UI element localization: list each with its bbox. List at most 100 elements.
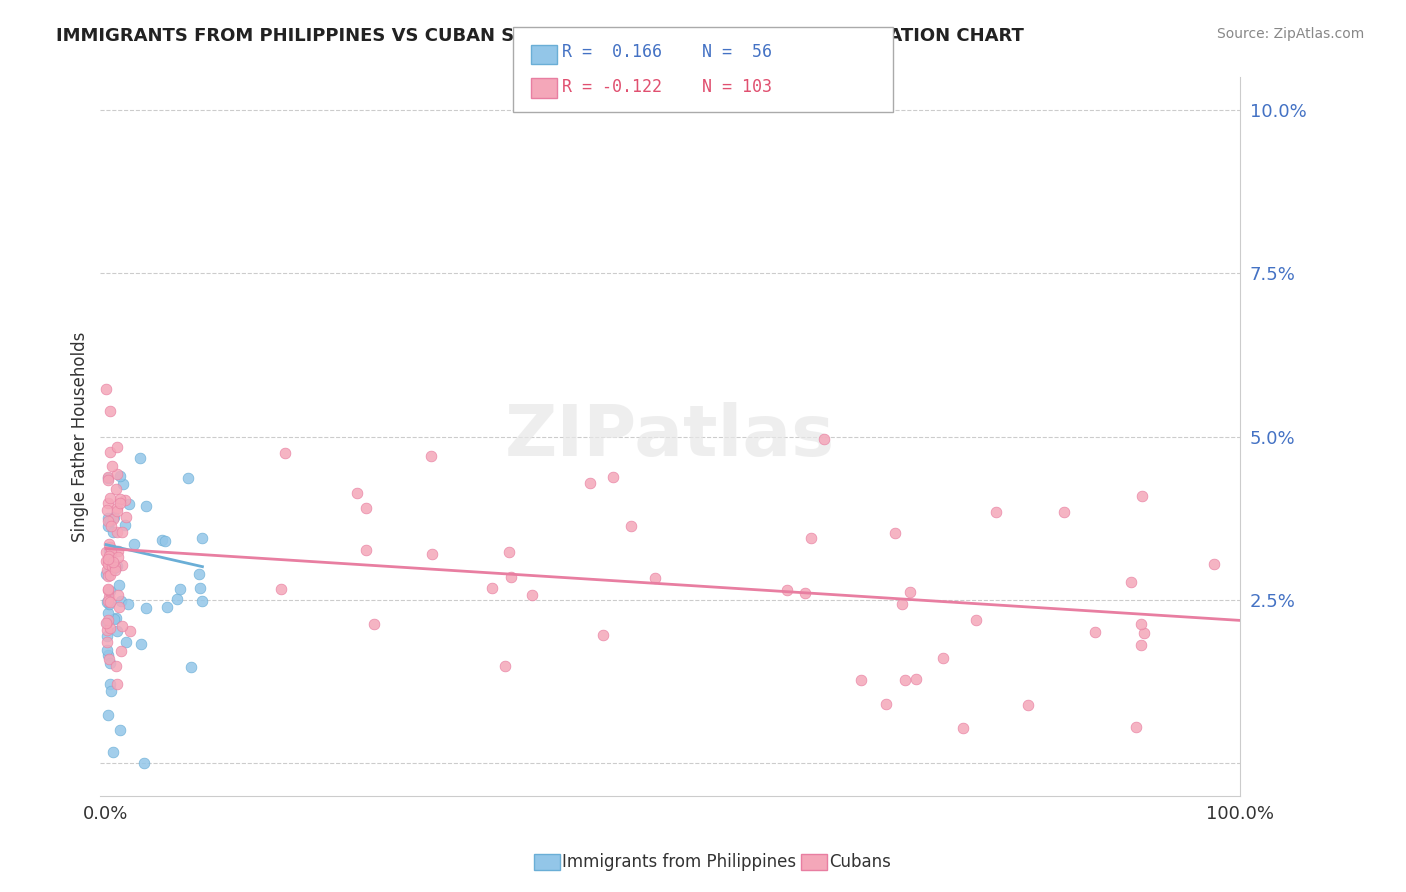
Text: Source: ZipAtlas.com: Source: ZipAtlas.com xyxy=(1216,27,1364,41)
Point xyxy=(100,683,122,698)
Point xyxy=(111,558,134,572)
Point xyxy=(134,756,156,771)
Point xyxy=(101,555,124,569)
Point xyxy=(96,623,118,637)
Point xyxy=(1130,638,1153,652)
Point xyxy=(274,446,297,460)
Point xyxy=(97,590,120,604)
Point xyxy=(129,637,152,651)
Point xyxy=(97,607,120,621)
Point xyxy=(97,582,120,597)
Point xyxy=(602,469,624,483)
Point xyxy=(191,531,214,545)
Point xyxy=(101,512,124,526)
Point xyxy=(97,594,120,608)
Point xyxy=(100,404,122,418)
Point xyxy=(1130,617,1153,632)
Point xyxy=(98,514,121,528)
Point xyxy=(115,634,138,648)
Point xyxy=(150,533,173,548)
Point xyxy=(96,545,118,559)
Point xyxy=(1084,625,1107,640)
Point xyxy=(97,514,120,528)
Point xyxy=(100,519,122,533)
Point xyxy=(932,650,955,665)
Point xyxy=(97,470,120,484)
Point xyxy=(105,503,128,517)
Point xyxy=(187,566,209,581)
Point xyxy=(105,558,128,573)
Y-axis label: Single Father Households: Single Father Households xyxy=(72,332,89,541)
Point xyxy=(98,445,121,459)
Point xyxy=(153,534,176,549)
Point xyxy=(97,613,120,627)
Point xyxy=(96,554,118,568)
Point xyxy=(884,526,907,541)
Point xyxy=(108,723,131,738)
Point xyxy=(105,560,128,574)
Point xyxy=(105,467,128,481)
Point xyxy=(1125,720,1147,734)
Point xyxy=(898,584,921,599)
Point xyxy=(104,482,127,496)
Point xyxy=(96,629,118,643)
Point xyxy=(97,471,120,485)
Point xyxy=(117,598,139,612)
Text: IMMIGRANTS FROM PHILIPPINES VS CUBAN SINGLE FATHER HOUSEHOLDS CORRELATION CHART: IMMIGRANTS FROM PHILIPPINES VS CUBAN SIN… xyxy=(56,27,1024,45)
Point xyxy=(104,563,127,577)
Point xyxy=(98,541,121,555)
Text: Cubans: Cubans xyxy=(830,853,891,871)
Point xyxy=(644,571,666,585)
Point xyxy=(354,500,377,515)
Point xyxy=(107,501,129,516)
Point xyxy=(952,721,974,735)
Point xyxy=(112,476,135,491)
Point xyxy=(96,635,118,649)
Point xyxy=(107,588,129,602)
Point xyxy=(108,578,131,592)
Point xyxy=(97,582,120,596)
Point xyxy=(356,542,378,557)
Point xyxy=(1133,625,1156,640)
Point xyxy=(501,570,523,584)
Point xyxy=(107,549,129,564)
Point xyxy=(108,600,131,615)
Point xyxy=(110,496,132,510)
Point xyxy=(108,491,131,506)
Point xyxy=(105,624,128,639)
Point xyxy=(114,492,136,507)
Point xyxy=(180,659,202,673)
Point xyxy=(96,474,118,488)
Point xyxy=(100,545,122,559)
Point xyxy=(97,543,120,558)
Point xyxy=(800,531,823,545)
Point xyxy=(128,451,150,466)
Point xyxy=(135,600,157,615)
Point xyxy=(105,558,128,573)
Point xyxy=(103,612,125,626)
Point xyxy=(105,525,128,540)
Point xyxy=(115,510,138,524)
Point xyxy=(110,593,132,607)
Point xyxy=(98,583,121,598)
Point xyxy=(101,558,124,573)
Point xyxy=(107,544,129,558)
Point xyxy=(104,560,127,574)
Point xyxy=(98,491,121,505)
Point xyxy=(96,562,118,576)
Point xyxy=(105,677,128,691)
Point xyxy=(166,592,188,607)
Point xyxy=(98,621,121,635)
Point xyxy=(110,644,132,658)
Point xyxy=(776,583,799,598)
Point xyxy=(620,519,643,533)
Point xyxy=(101,458,124,473)
Point xyxy=(96,503,118,517)
Point xyxy=(1204,557,1226,571)
Text: ZIPatlas: ZIPatlas xyxy=(505,402,835,471)
Point xyxy=(111,619,134,633)
Point xyxy=(96,643,118,657)
Point xyxy=(110,469,132,483)
Point xyxy=(813,432,835,446)
Point xyxy=(98,657,121,671)
